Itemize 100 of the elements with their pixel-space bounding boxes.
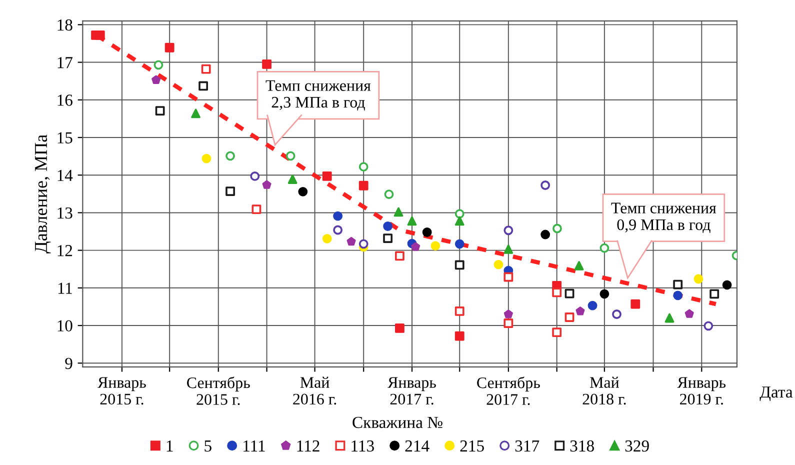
legend-label: 112 — [297, 440, 320, 452]
point — [600, 289, 610, 299]
y-tick-label: 12 — [58, 245, 72, 256]
point — [564, 288, 574, 298]
point — [552, 328, 562, 337]
y-tick-label: 10 — [58, 320, 72, 332]
point — [250, 172, 260, 181]
point — [358, 239, 368, 249]
y-tick-label: 9 — [65, 358, 72, 370]
point — [664, 313, 674, 323]
point — [394, 207, 404, 217]
annotation: Темп снижения 0,9 МПа в год — [611, 202, 716, 234]
x-tick-label: Январь 2019 г. — [677, 377, 726, 405]
point — [454, 260, 464, 270]
point — [154, 60, 164, 70]
point — [288, 174, 298, 184]
point — [358, 162, 368, 172]
point — [504, 272, 514, 282]
point — [684, 309, 694, 318]
y-tick-label: 11 — [58, 282, 72, 294]
y-tick-label: 13 — [58, 207, 72, 219]
point — [552, 288, 562, 298]
point — [298, 186, 308, 196]
legend-label: 5 — [204, 440, 212, 452]
point — [504, 226, 514, 236]
x-tick-label: Май 2016 г. — [293, 376, 336, 405]
point — [504, 310, 513, 318]
point — [722, 280, 732, 290]
point — [358, 180, 368, 190]
legend-label: 329 — [625, 440, 649, 452]
point — [710, 289, 720, 299]
legend-label: 317 — [515, 440, 540, 452]
y-tick-label: 17 — [58, 57, 72, 68]
point — [333, 225, 343, 235]
legend-label: 111 — [244, 440, 265, 452]
point — [152, 75, 161, 84]
y-tick-label: 14 — [58, 170, 73, 181]
point — [394, 251, 404, 261]
point — [198, 81, 208, 91]
y-axis-title: Давление, МПа — [35, 134, 51, 254]
point — [333, 211, 343, 221]
point — [540, 230, 550, 240]
point — [322, 234, 332, 244]
point — [454, 216, 464, 226]
point — [155, 106, 165, 116]
y-tick-label: 18 — [58, 19, 72, 31]
point — [383, 222, 393, 231]
legend-label: 113 — [352, 440, 374, 452]
point — [704, 321, 714, 331]
point — [201, 64, 211, 74]
point — [504, 318, 514, 328]
point — [286, 151, 296, 161]
point — [226, 151, 235, 161]
point — [673, 280, 683, 290]
point — [494, 260, 504, 270]
point — [322, 172, 332, 181]
x-tick-label: Сентябрь 2015 г. — [187, 376, 250, 405]
point — [252, 204, 262, 214]
point — [346, 236, 356, 246]
point — [422, 228, 432, 237]
point — [694, 274, 704, 284]
point — [226, 186, 235, 196]
point — [454, 209, 464, 219]
point — [191, 108, 200, 118]
point — [454, 306, 464, 316]
legend-title: Скважина № — [352, 416, 442, 428]
point — [411, 242, 420, 251]
point — [454, 239, 464, 249]
point — [588, 300, 598, 310]
x-axis-title: Дата — [760, 386, 793, 402]
point — [630, 299, 640, 309]
annotation: Темп снижения 2,3 МПа в год — [266, 80, 371, 111]
legend-label: 318 — [570, 440, 594, 452]
point — [394, 323, 404, 333]
point — [383, 234, 393, 243]
point — [552, 224, 562, 234]
point — [407, 216, 417, 226]
point — [600, 243, 610, 253]
point — [564, 312, 574, 322]
y-tick-label: 15 — [58, 132, 72, 144]
point — [384, 190, 394, 199]
point — [576, 306, 585, 316]
x-tick-label: Май 2018 г. — [582, 376, 626, 405]
legend-label: 214 — [405, 440, 430, 452]
point — [262, 180, 272, 189]
point — [95, 30, 105, 40]
legend-label: 1 — [166, 440, 173, 452]
legend-label: 215 — [460, 440, 484, 452]
point — [673, 290, 683, 300]
point — [504, 244, 514, 254]
x-tick-label: Сентябрь 2017 г. — [477, 376, 540, 405]
point — [262, 59, 272, 69]
point — [454, 331, 464, 341]
point — [202, 154, 212, 164]
x-tick-label: Январь 2015 г. — [98, 377, 146, 405]
point — [164, 42, 174, 52]
y-tick-label: 16 — [58, 94, 72, 106]
point — [612, 310, 622, 319]
x-tick-label: Январь 2017 г. — [388, 377, 436, 405]
point — [540, 180, 550, 190]
